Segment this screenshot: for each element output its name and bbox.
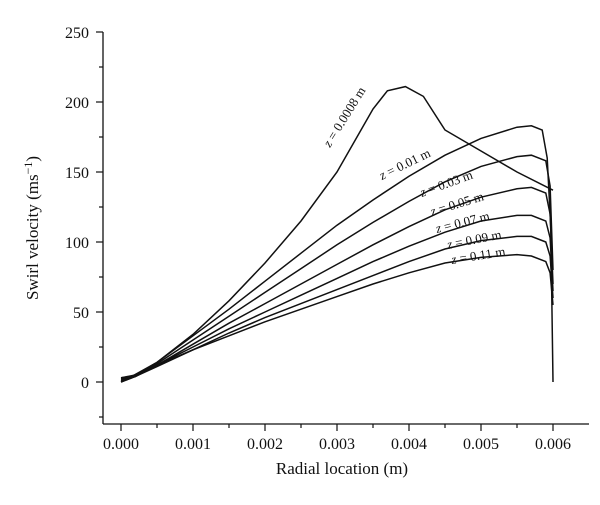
x-tick-label: 0.000 — [103, 436, 139, 453]
series-label-variable: z — [417, 184, 428, 200]
y-tick-label: 200 — [65, 95, 89, 112]
series-lines — [120, 85, 554, 383]
y-axis-title-main: Swirl velocity (ms — [23, 174, 42, 300]
y-axis-title-close: ) — [23, 156, 42, 162]
series-line — [120, 253, 554, 379]
series-line — [120, 186, 554, 383]
axes — [102, 32, 589, 425]
y-tick-label: 250 — [65, 25, 89, 42]
x-tick-label: 0.005 — [463, 436, 499, 453]
y-axis-title: Swirl velocity (ms−1) — [21, 156, 42, 300]
series-line — [120, 125, 554, 383]
y-tick-label: 100 — [65, 235, 89, 252]
x-tick-label: 0.002 — [247, 436, 283, 453]
y-tick-label: 0 — [81, 375, 89, 392]
y-tick-label: 150 — [65, 165, 89, 182]
x-tick-label: 0.004 — [391, 436, 427, 453]
series-label-variable: z — [433, 220, 443, 236]
series-line — [120, 214, 554, 383]
series-label-variable: z — [445, 236, 454, 252]
x-tick-label: 0.001 — [175, 436, 211, 453]
series-label-variable: z — [449, 251, 457, 267]
series-line — [120, 154, 554, 382]
ticks: 0.000 0.001 0.002 0.003 0.004 0.005 0.006 0 50 10… — [65, 25, 571, 453]
x-tick-label: 0.003 — [319, 436, 355, 453]
x-axis-title: Radial location (m) — [276, 459, 408, 478]
y-tick-label: 50 — [73, 305, 89, 322]
y-axis-title-superscript: −1 — [21, 162, 35, 175]
curve-labels: z = 0.0008 mz = 0.01 mz = 0.03 mz = 0.05… — [319, 84, 506, 267]
x-tick-label: 0.006 — [535, 436, 571, 453]
series-label: z = 0.01 m — [376, 145, 433, 183]
series-label-value: = 0.01 m — [381, 145, 432, 180]
series-label-value: = 0.0008 m — [323, 84, 369, 145]
series-label-variable: z — [428, 203, 438, 219]
series-label: z = 0.0008 m — [319, 84, 368, 150]
